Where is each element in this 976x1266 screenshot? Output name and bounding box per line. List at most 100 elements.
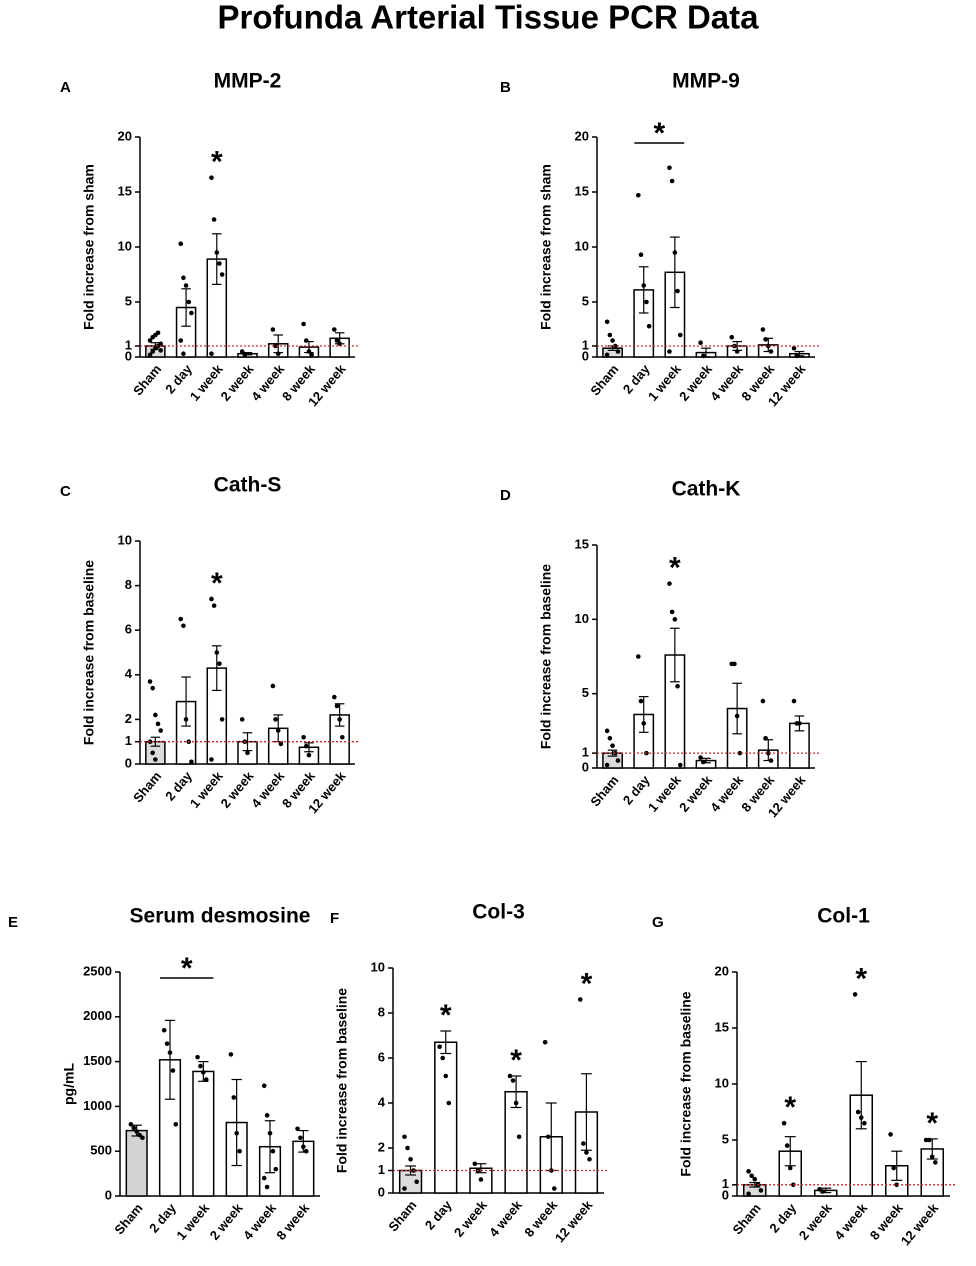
data-point — [209, 351, 214, 357]
data-point — [677, 762, 683, 768]
data-point — [765, 343, 771, 349]
data-point — [332, 327, 337, 332]
data-point — [672, 250, 678, 255]
bar — [125, 1129, 148, 1197]
data-point — [402, 1186, 407, 1191]
data-point — [214, 650, 220, 655]
data-point — [264, 1113, 270, 1118]
data-point — [760, 327, 766, 332]
y-axis-label: Fold increase from baseline — [81, 560, 97, 745]
data-point — [245, 750, 250, 756]
y-tick-label: 4 — [378, 1094, 386, 1109]
x-tick-label: Sham — [385, 1197, 419, 1234]
data-point — [189, 310, 194, 316]
data-point — [667, 165, 672, 171]
y-tick-label: 10 — [715, 1075, 729, 1090]
data-point — [926, 1137, 932, 1143]
y-tick-label: 20 — [575, 128, 589, 143]
data-point — [211, 603, 217, 608]
data-point — [303, 1148, 309, 1154]
data-point — [402, 1134, 407, 1140]
significance-star: * — [440, 999, 452, 1032]
y-tick-label: 10 — [371, 959, 385, 974]
data-point — [794, 353, 800, 359]
y-tick-label: 1500 — [83, 1053, 112, 1068]
y-axis-label: Fold increase from sham — [538, 164, 554, 330]
data-point — [507, 1073, 513, 1079]
data-point — [578, 997, 583, 1002]
panel-title: Col-3 — [472, 901, 525, 924]
data-point — [306, 752, 312, 758]
significance-star: * — [581, 967, 593, 1000]
y-tick-label: 4 — [125, 666, 133, 681]
data-point — [167, 1050, 173, 1055]
data-point — [301, 321, 306, 327]
panel-label: E — [8, 914, 18, 931]
data-point — [888, 1132, 893, 1137]
data-point — [791, 345, 797, 351]
x-tick-label: 2 day — [146, 1200, 179, 1236]
data-point — [219, 717, 225, 722]
data-point — [587, 1156, 592, 1162]
data-point — [737, 750, 743, 756]
data-point — [170, 1068, 176, 1073]
data-point — [273, 1166, 279, 1172]
y-tick-label: 1 — [125, 733, 132, 748]
data-point — [408, 1156, 413, 1162]
y-tick-label: 2 — [378, 1139, 385, 1154]
x-tick-label: 2 week — [207, 1200, 246, 1243]
data-point — [261, 1083, 267, 1089]
data-point — [700, 759, 706, 765]
data-point — [478, 1177, 484, 1182]
data-point — [510, 1078, 516, 1083]
data-point — [852, 992, 858, 997]
data-point — [667, 349, 672, 354]
panel-label: G — [652, 914, 664, 931]
data-point — [797, 721, 802, 726]
data-point — [669, 609, 675, 615]
significance-star: * — [211, 146, 223, 179]
x-tick-label: Sham — [130, 361, 164, 398]
data-point — [791, 698, 797, 704]
data-point — [278, 741, 284, 747]
data-point — [337, 341, 342, 347]
y-tick-label: 10 — [575, 238, 589, 253]
data-point — [164, 1041, 170, 1046]
panel-title: MMP-9 — [672, 70, 740, 93]
data-point — [217, 261, 222, 266]
x-tick-label: Sham — [111, 1200, 145, 1237]
y-tick-label: 15 — [118, 183, 132, 198]
x-tick-label: 2 week — [451, 1197, 490, 1240]
data-point — [405, 1145, 410, 1151]
data-point — [610, 338, 615, 343]
y-tick-label: 5 — [582, 293, 589, 308]
data-point — [858, 1115, 864, 1120]
data-point — [219, 272, 225, 277]
data-point — [612, 343, 618, 349]
data-point — [303, 743, 309, 749]
data-point — [150, 750, 155, 756]
data-point — [147, 679, 153, 684]
data-point — [340, 734, 345, 740]
y-axis-label: pg/mL — [61, 1063, 77, 1105]
data-point — [158, 348, 163, 353]
data-point — [298, 1135, 303, 1141]
data-point — [295, 1126, 300, 1132]
significance-star: * — [181, 952, 193, 985]
data-point — [301, 734, 306, 740]
data-point — [270, 327, 276, 332]
y-tick-label: 1 — [582, 745, 589, 760]
data-point — [173, 1122, 179, 1127]
data-point — [334, 703, 340, 709]
data-point — [763, 337, 768, 342]
y-axis-label: Fold increase from baseline — [538, 564, 554, 749]
data-point — [584, 1150, 589, 1155]
significance-star: * — [784, 1091, 796, 1124]
data-point — [178, 241, 184, 246]
significance-star: * — [653, 117, 665, 150]
data-point — [675, 288, 680, 294]
panel-title: MMP-2 — [214, 70, 282, 93]
data-point — [646, 323, 652, 329]
data-point — [636, 193, 641, 198]
